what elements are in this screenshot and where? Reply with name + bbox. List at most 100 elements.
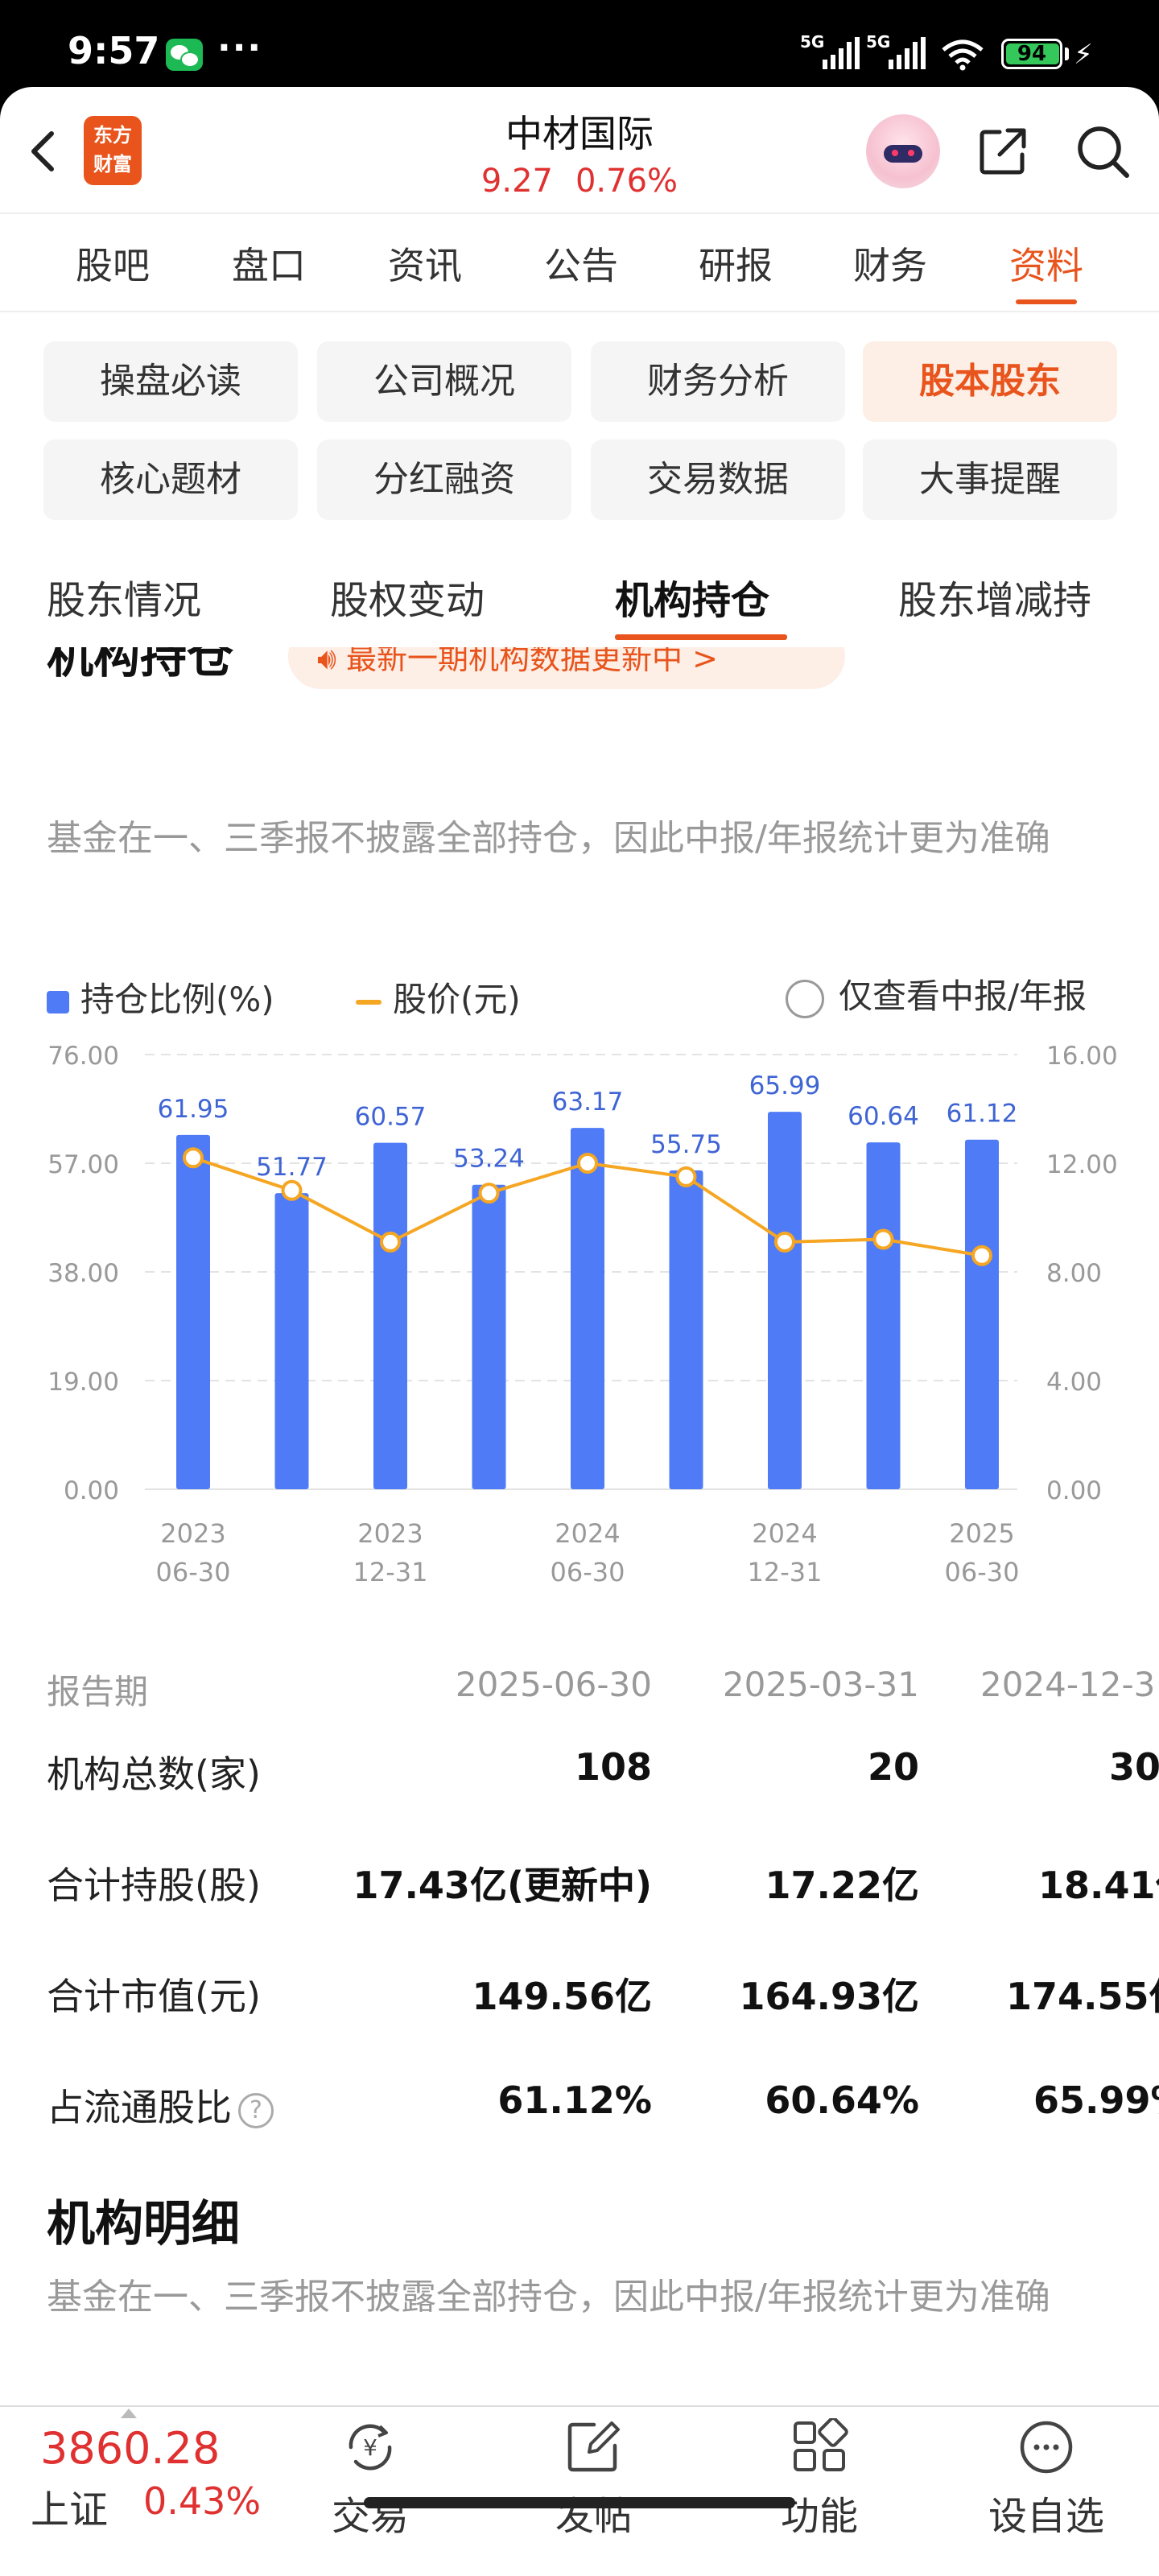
logo-line-1: 东方 bbox=[93, 124, 132, 147]
x-tick-label-year: 2023 bbox=[160, 1518, 225, 1549]
row-value: 17.43亿(更新中) bbox=[353, 1864, 652, 1907]
svg-text:¥: ¥ bbox=[363, 2434, 377, 2461]
logo-line-2: 财富 bbox=[93, 153, 132, 175]
nav-post[interactable]: 发帖 bbox=[514, 2418, 674, 2541]
legend-line-label: 股价(元) bbox=[393, 980, 521, 1019]
nav-functions[interactable]: 功能 bbox=[739, 2418, 900, 2541]
price-point bbox=[774, 1231, 795, 1253]
period-col-2: 2025-03-31 bbox=[722, 1665, 919, 1704]
wechat-notification-icon bbox=[166, 39, 203, 71]
subnav-trading-data[interactable]: 交易数据 bbox=[591, 440, 845, 520]
stock-change-pct: 0.76% bbox=[575, 163, 678, 200]
row-value: 149.56亿 bbox=[472, 1975, 652, 2018]
x-tick-label-year: 2023 bbox=[357, 1518, 423, 1549]
x-tick-label-year: 2024 bbox=[555, 1518, 620, 1549]
signal-1-label: 5G bbox=[800, 32, 825, 52]
share-icon[interactable] bbox=[975, 124, 1030, 179]
bottom-nav-bar: 3860.28 上证 0.43% ¥ 交易 发帖 功能 设自选 bbox=[0, 2405, 1159, 2576]
price-point bbox=[281, 1179, 303, 1201]
charging-bolt-icon: ⚡ bbox=[1074, 39, 1093, 71]
y-right-tick-label: 12.00 bbox=[1046, 1150, 1118, 1179]
index-value[interactable]: 3860.28 bbox=[40, 2423, 221, 2474]
subtab-holding-changes[interactable]: 股东增减持 bbox=[898, 578, 1092, 623]
update-notice-text: 最新一期机构数据更新中 > bbox=[346, 647, 718, 676]
subnav-financial-analysis[interactable]: 财务分析 bbox=[591, 341, 845, 422]
subnav-core-themes[interactable]: 核心题材 bbox=[43, 440, 298, 520]
x-tick-label-date: 12-31 bbox=[353, 1557, 428, 1587]
row-value: 164.93亿 bbox=[739, 1975, 919, 2018]
subtab-shareholder-status[interactable]: 股东情况 bbox=[47, 578, 202, 623]
row-value: 30 bbox=[1109, 1745, 1159, 1789]
x-tick-label-year: 2025 bbox=[949, 1518, 1014, 1549]
price-point bbox=[380, 1231, 401, 1253]
nav-add-watchlist-label: 设自选 bbox=[988, 2494, 1104, 2539]
tab-pankou[interactable]: 盘口 bbox=[232, 244, 306, 287]
apps-grid-icon bbox=[794, 2418, 848, 2471]
row-value: 18.41亿 bbox=[1038, 1864, 1159, 1907]
row-value: 108 bbox=[574, 1745, 652, 1789]
tab-announcements[interactable]: 公告 bbox=[544, 244, 618, 287]
subnav-trading-guide[interactable]: 操盘必读 bbox=[43, 341, 298, 422]
signal-2-label: 5G bbox=[866, 32, 891, 52]
nav-add-watchlist[interactable]: 设自选 bbox=[966, 2418, 1127, 2541]
bar-data-label: 61.95 bbox=[158, 1095, 229, 1124]
ai-assistant-robot-icon[interactable] bbox=[866, 114, 940, 188]
filter-semiannual-toggle[interactable]: 仅查看中报/年报 bbox=[786, 969, 1087, 1018]
chart-bar bbox=[373, 1142, 407, 1489]
tab-profile[interactable]: 资料 bbox=[1009, 244, 1083, 287]
eastmoney-logo[interactable]: 东方 财富 bbox=[84, 116, 142, 185]
bar-data-label: 65.99 bbox=[749, 1071, 821, 1100]
subnav-major-events[interactable]: 大事提醒 bbox=[863, 440, 1117, 520]
stock-name: 中材国际 bbox=[505, 112, 654, 155]
stock-header: 东方 财富 中材国际 9.27 0.76% bbox=[0, 87, 1159, 213]
tab-news[interactable]: 资讯 bbox=[388, 244, 462, 287]
row-value: 61.12% bbox=[497, 2079, 652, 2122]
edit-icon bbox=[567, 2421, 620, 2472]
more-circle-icon bbox=[1020, 2421, 1073, 2474]
search-icon[interactable] bbox=[1074, 122, 1132, 180]
update-notice-pill[interactable]: 🔊︎ 最新一期机构数据更新中 > bbox=[288, 647, 845, 689]
subtab-institutional-holdings[interactable]: 机构持仓 bbox=[615, 578, 770, 623]
legend-bar-label: 持仓比例(%) bbox=[80, 980, 274, 1019]
tab-finance[interactable]: 财务 bbox=[853, 244, 927, 287]
subtab-equity-changes[interactable]: 股权变动 bbox=[330, 578, 485, 623]
index-name[interactable]: 上证 bbox=[31, 2487, 109, 2533]
bar-data-label: 51.77 bbox=[256, 1153, 328, 1182]
index-change-pct[interactable]: 0.43% bbox=[143, 2479, 262, 2523]
more-notifications-icon: ··· bbox=[217, 27, 263, 68]
subnav-dividends-financing[interactable]: 分红融资 bbox=[317, 440, 571, 520]
subnav-shareholders[interactable]: 股本股东 bbox=[863, 341, 1117, 422]
tab-guba[interactable]: 股吧 bbox=[76, 244, 150, 287]
detail-section-note: 基金在一、三季报不披露全部持仓，因此中报/年报统计更为准确 bbox=[47, 2277, 1050, 2318]
row-value: 17.22亿 bbox=[765, 1864, 919, 1907]
speaker-icon: 🔊︎ bbox=[317, 647, 347, 676]
legend-bar-swatch bbox=[47, 990, 69, 1013]
subnav-company-overview[interactable]: 公司概况 bbox=[317, 341, 571, 422]
detail-section-title: 机构明细 bbox=[47, 2196, 240, 2252]
help-icon[interactable]: ? bbox=[238, 2092, 274, 2128]
row-value: 20 bbox=[867, 1745, 919, 1789]
bar-data-label: 60.64 bbox=[848, 1102, 919, 1131]
nav-post-label: 发帖 bbox=[555, 2494, 633, 2539]
chart-bar bbox=[571, 1128, 604, 1489]
tab-active-underline bbox=[1016, 299, 1077, 304]
home-indicator[interactable] bbox=[364, 2497, 795, 2508]
back-arrow-icon[interactable] bbox=[21, 127, 69, 175]
y-left-tick-label: 76.00 bbox=[47, 1042, 119, 1071]
y-left-tick-label: 0.00 bbox=[64, 1476, 119, 1505]
radio-button[interactable] bbox=[786, 979, 824, 1018]
price-point bbox=[183, 1147, 204, 1169]
section-note: 基金在一、三季报不披露全部持仓，因此中报/年报统计更为准确 bbox=[47, 818, 1050, 859]
stock-quote: 9.27 0.76% bbox=[0, 163, 1159, 200]
index-expand-caret-icon[interactable] bbox=[121, 2409, 137, 2418]
main-tabs: 股吧 盘口 资讯 公告 研报 财务 资料 bbox=[0, 213, 1159, 312]
chart-bar bbox=[669, 1170, 703, 1489]
content-scroll-area[interactable]: 机构持仓 🔊︎ 最新一期机构数据更新中 > 基金在一、三季报不披露全部持仓，因此… bbox=[0, 647, 1159, 2175]
y-right-tick-label: 8.00 bbox=[1046, 1259, 1102, 1288]
nav-trade[interactable]: ¥ 交易 bbox=[290, 2418, 451, 2541]
tab-research[interactable]: 研报 bbox=[699, 244, 773, 287]
stock-price: 9.27 bbox=[481, 163, 553, 200]
y-right-tick-label: 0.00 bbox=[1046, 1476, 1102, 1505]
cell-signal-1-icon: 5G bbox=[800, 32, 860, 69]
wifi-icon bbox=[942, 39, 984, 71]
